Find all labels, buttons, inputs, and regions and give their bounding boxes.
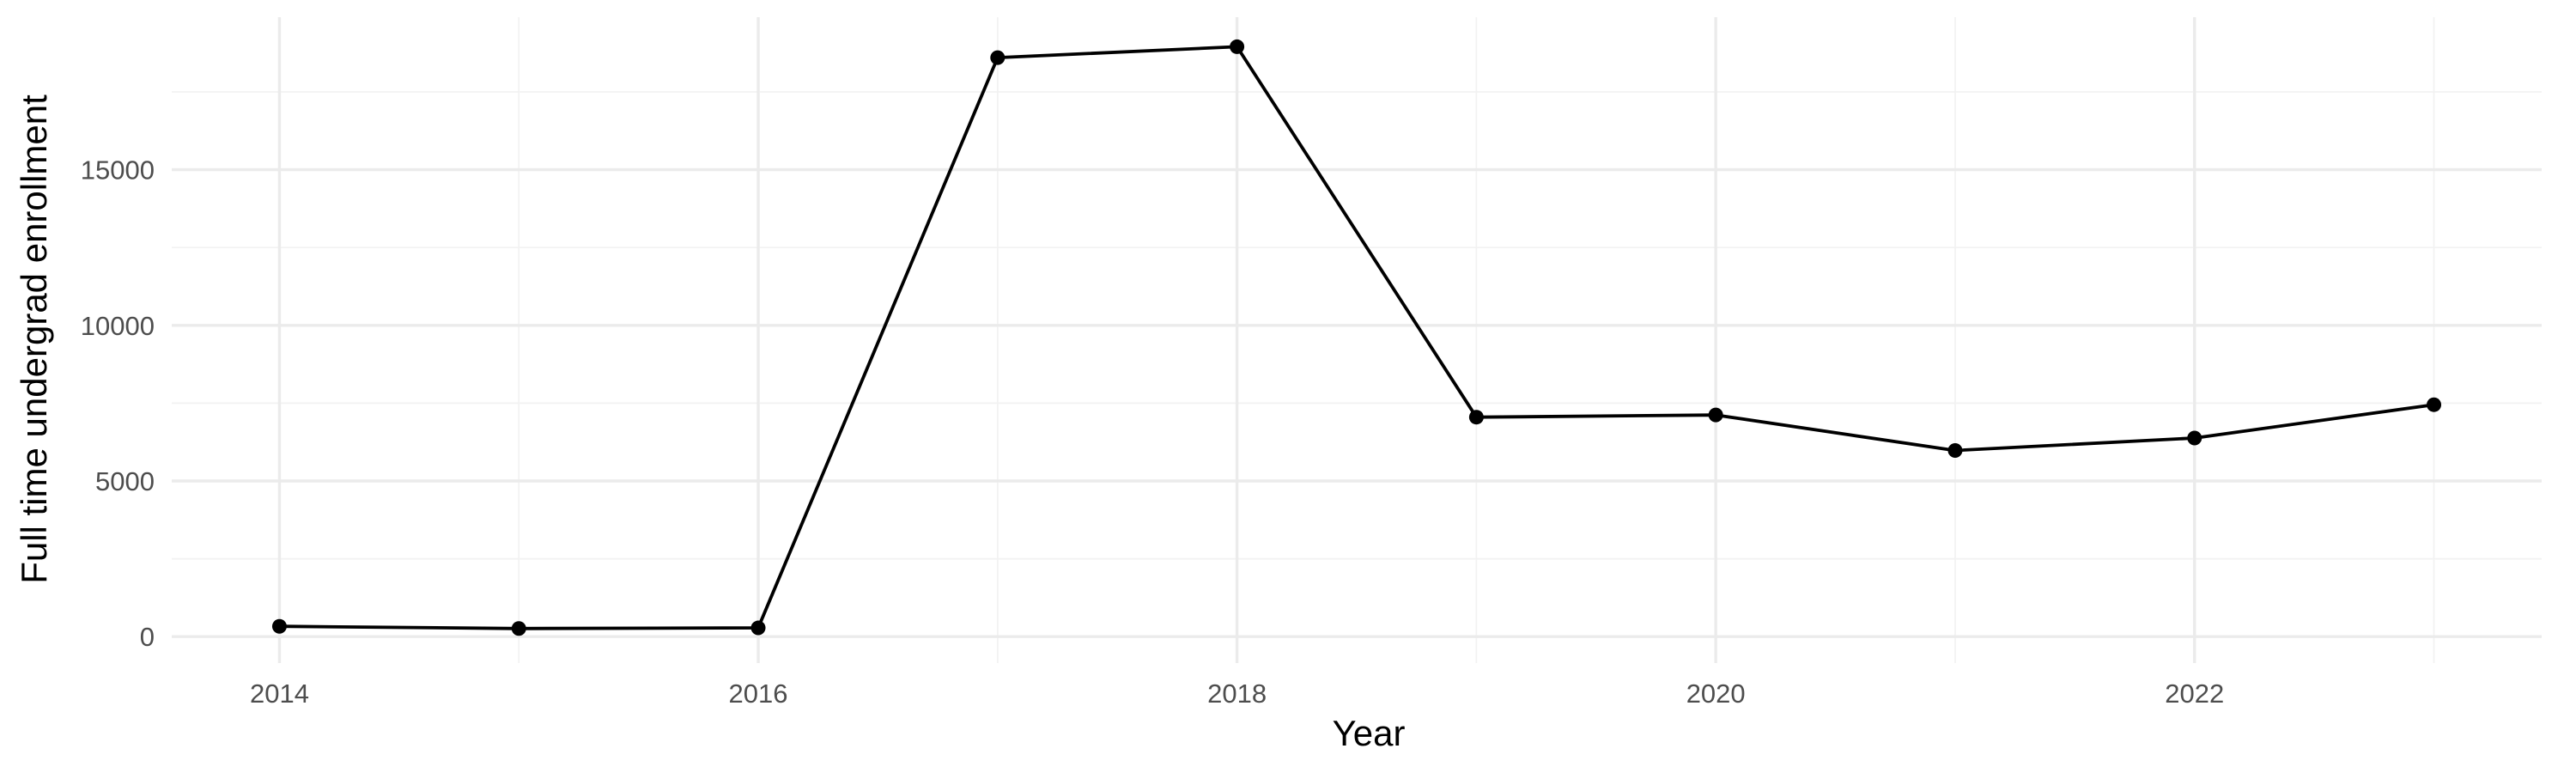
x-tick-label: 2022 <box>2165 679 2224 709</box>
data-point <box>750 620 766 636</box>
y-tick-label: 10000 <box>81 311 155 341</box>
x-tick-label: 2018 <box>1207 679 1267 709</box>
data-point <box>1947 442 1963 458</box>
data-point <box>1230 39 1245 54</box>
y-tick-label: 0 <box>140 622 155 652</box>
x-tick-label: 2020 <box>1686 679 1746 709</box>
x-tick-label: 2014 <box>250 679 309 709</box>
series-line <box>279 45 2434 630</box>
series-enrollment <box>271 39 2442 636</box>
x-tick-label: 2016 <box>729 679 788 709</box>
data-point <box>511 621 526 636</box>
y-tick-label: 15000 <box>81 155 155 186</box>
y-tick-label: 5000 <box>95 466 155 496</box>
grid <box>172 17 2542 663</box>
data-point <box>2427 397 2442 412</box>
x-axis-title: Year <box>1333 713 1406 753</box>
data-point <box>990 50 1005 65</box>
data-point <box>1468 410 1484 425</box>
y-axis-title: Full time undergrad enrollment <box>14 94 54 584</box>
axis-ticks: 2014 2016 2018 2020 2022 0 5000 10000 15000 <box>81 155 2224 709</box>
data-point <box>271 618 287 634</box>
data-point <box>2187 430 2202 446</box>
data-point <box>1708 407 1723 423</box>
